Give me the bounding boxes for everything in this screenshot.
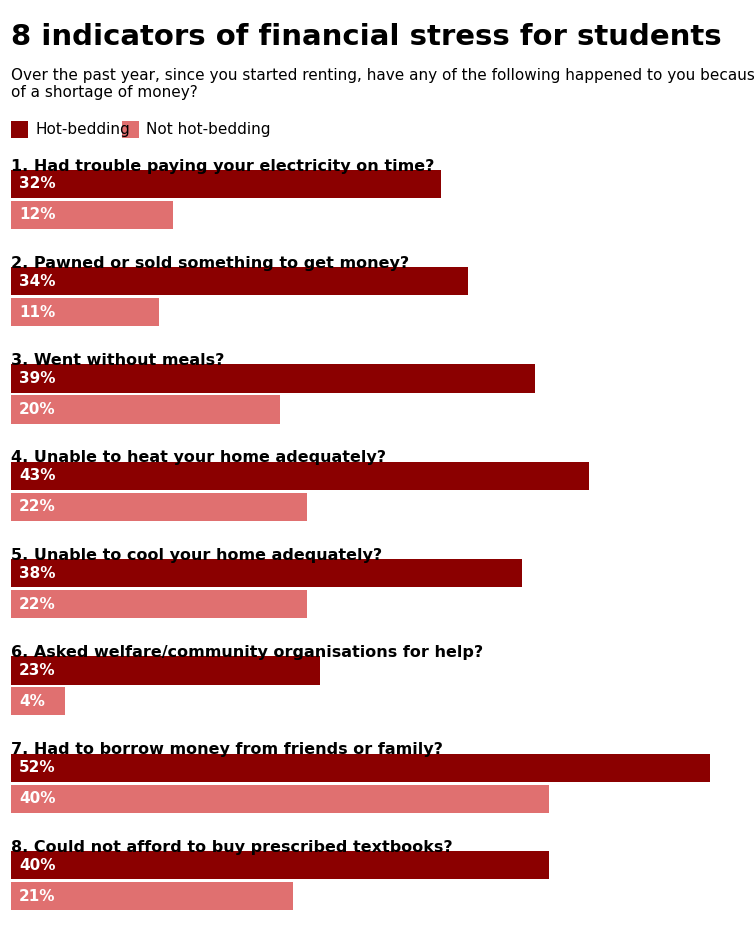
Text: 8. Could not afford to buy prescribed textbooks?: 8. Could not afford to buy prescribed te… — [11, 840, 453, 855]
Bar — [11, 170, 441, 198]
Text: 52%: 52% — [19, 761, 56, 775]
Text: 38%: 38% — [19, 566, 55, 581]
Text: 7. Had to borrow money from friends or family?: 7. Had to borrow money from friends or f… — [11, 743, 443, 757]
Bar — [11, 657, 320, 685]
Bar — [11, 201, 173, 229]
Text: 34%: 34% — [19, 274, 55, 289]
Bar — [11, 851, 549, 879]
Bar — [11, 882, 293, 910]
Text: 1. Had trouble paying your electricity on time?: 1. Had trouble paying your electricity o… — [11, 159, 435, 174]
Text: 4%: 4% — [19, 694, 44, 709]
Text: Not hot-bedding: Not hot-bedding — [146, 122, 271, 137]
Text: 5. Unable to cool your home adequately?: 5. Unable to cool your home adequately? — [11, 548, 382, 563]
Bar — [11, 559, 522, 587]
Text: 40%: 40% — [19, 857, 55, 872]
Text: 8 indicators of financial stress for students: 8 indicators of financial stress for stu… — [11, 23, 722, 52]
Bar — [11, 492, 307, 521]
Text: 23%: 23% — [19, 663, 56, 678]
Text: 39%: 39% — [19, 371, 55, 386]
Bar — [11, 396, 280, 424]
Bar — [11, 298, 159, 326]
Text: 40%: 40% — [19, 792, 55, 806]
Bar — [11, 784, 549, 812]
Text: 2. Pawned or sold something to get money?: 2. Pawned or sold something to get money… — [11, 256, 409, 271]
Bar — [11, 121, 28, 138]
Bar — [11, 590, 307, 618]
Bar — [11, 688, 65, 716]
Bar — [11, 267, 468, 295]
Bar — [122, 121, 139, 138]
Bar — [11, 365, 535, 393]
Bar — [11, 754, 710, 782]
Bar — [11, 461, 589, 490]
Text: 11%: 11% — [19, 305, 55, 320]
Text: 3. Went without meals?: 3. Went without meals? — [11, 354, 225, 368]
Text: Hot-bedding: Hot-bedding — [35, 122, 130, 137]
Text: 20%: 20% — [19, 402, 56, 416]
Text: 4. Unable to heat your home adequately?: 4. Unable to heat your home adequately? — [11, 450, 386, 465]
Text: 22%: 22% — [19, 499, 56, 514]
Text: 12%: 12% — [19, 207, 55, 222]
Text: 22%: 22% — [19, 597, 56, 612]
Text: 32%: 32% — [19, 176, 56, 191]
Text: 21%: 21% — [19, 888, 55, 903]
Text: 43%: 43% — [19, 468, 55, 483]
Text: 6. Asked welfare/community organisations for help?: 6. Asked welfare/community organisations… — [11, 645, 483, 660]
Text: Over the past year, since you started renting, have any of the following happene: Over the past year, since you started re… — [11, 68, 754, 100]
